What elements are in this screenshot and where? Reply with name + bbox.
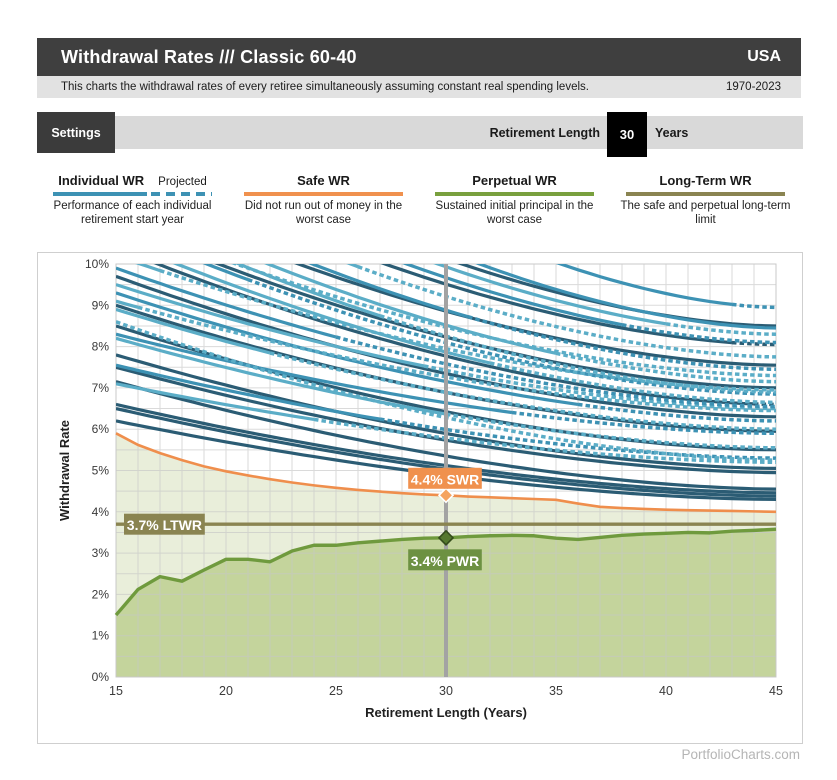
marker-diamond (437, 529, 455, 546)
y-tick-label: 3% (92, 546, 110, 560)
legend-projected-label: Projected (158, 176, 207, 188)
chart-canvas: 4.4% SWR 3.4% PWR 3.7% LTWR 0% 1% 2% 3% 4% 5% 6% 7… (57, 257, 783, 720)
perpetual-wr-line-sample (435, 192, 594, 196)
x-axis-title: Retirement Length (Years) (365, 705, 527, 720)
x-tick-label: 40 (659, 684, 673, 698)
subtitle-bar: This charts the withdrawal rates of ever… (37, 76, 801, 98)
legend-individual-desc: Performance of each individual retiremen… (53, 200, 212, 226)
y-tick-label: 4% (92, 505, 110, 519)
title-bar: Withdrawal Rates /// Classic 60-40 USA (37, 38, 801, 76)
y-tick-label: 7% (92, 381, 110, 395)
region-label: USA (747, 48, 781, 65)
legend-perpetual-wr: Perpetual WR Sustained initial principal… (419, 173, 610, 231)
x-tick-label: 30 (439, 684, 453, 698)
retirement-length-unit: Years (655, 125, 689, 140)
individual-wr-curves (116, 264, 776, 501)
legend-individual-wr: Individual WR Projected Performance of e… (37, 173, 228, 231)
legend-safe-label: Safe WR (297, 173, 350, 188)
x-tick-label: 15 (109, 684, 123, 698)
settings-button[interactable]: Settings (37, 112, 115, 153)
longterm-wr-line-sample (626, 192, 785, 196)
legend-safe-wr: Safe WR Did not run out of money in the … (228, 173, 419, 231)
y-tick-label: 2% (92, 587, 110, 601)
y-tick-label: 9% (92, 298, 110, 312)
retirement-length-input[interactable]: 30 (607, 112, 647, 157)
retirement-length-label: Retirement Length (489, 125, 600, 140)
value-badge-label: 3.7% LTWR (127, 517, 202, 533)
safe-wr-line-sample (244, 192, 403, 196)
legend-individual-label: Individual WR (58, 173, 145, 188)
value-badge (408, 549, 482, 571)
y-tick-label: 1% (92, 629, 110, 643)
marker-diamond (437, 487, 455, 504)
x-tick-label: 25 (329, 684, 343, 698)
x-tick-label: 20 (219, 684, 233, 698)
legend-longterm-wr: Long-Term WR The safe and perpetual long… (610, 173, 801, 231)
value-badge (124, 513, 205, 535)
page-title: Withdrawal Rates /// Classic 60-40 (61, 46, 357, 67)
x-tick-label: 45 (769, 684, 783, 698)
value-badge-label: 3.4% PWR (411, 553, 479, 569)
y-tick-label: 5% (92, 464, 110, 478)
y-tick-label: 6% (92, 422, 110, 436)
x-tick-label: 35 (549, 684, 563, 698)
withdrawal-rates-chart: 4.4% SWR 3.4% PWR 3.7% LTWR 0% 1% 2% 3% 4% 5% 6% 7… (37, 252, 803, 744)
chart-description: This charts the withdrawal rates of ever… (61, 81, 589, 93)
value-badge (408, 467, 482, 489)
y-tick-label: 0% (92, 670, 110, 684)
data-period: 1970-2023 (726, 81, 781, 93)
brand-watermark: PortfolioCharts.com (681, 747, 800, 762)
legend-longterm-label: Long-Term WR (659, 173, 752, 188)
legend-perpetual-label: Perpetual WR (472, 173, 557, 188)
y-axis-title: Withdrawal Rate (57, 420, 72, 521)
individual-wr-line-sample (53, 192, 212, 196)
y-tick-label: 10% (85, 257, 109, 271)
legend-longterm-desc: The safe and perpetual long-term limit (620, 200, 791, 226)
legend-safe-desc: Did not run out of money in the worst ca… (244, 200, 403, 226)
value-badge-label: 4.4% SWR (411, 471, 479, 487)
settings-track (115, 116, 803, 149)
legend-perpetual-desc: Sustained initial principal in the worst… (435, 200, 594, 226)
y-tick-label: 8% (92, 340, 110, 354)
